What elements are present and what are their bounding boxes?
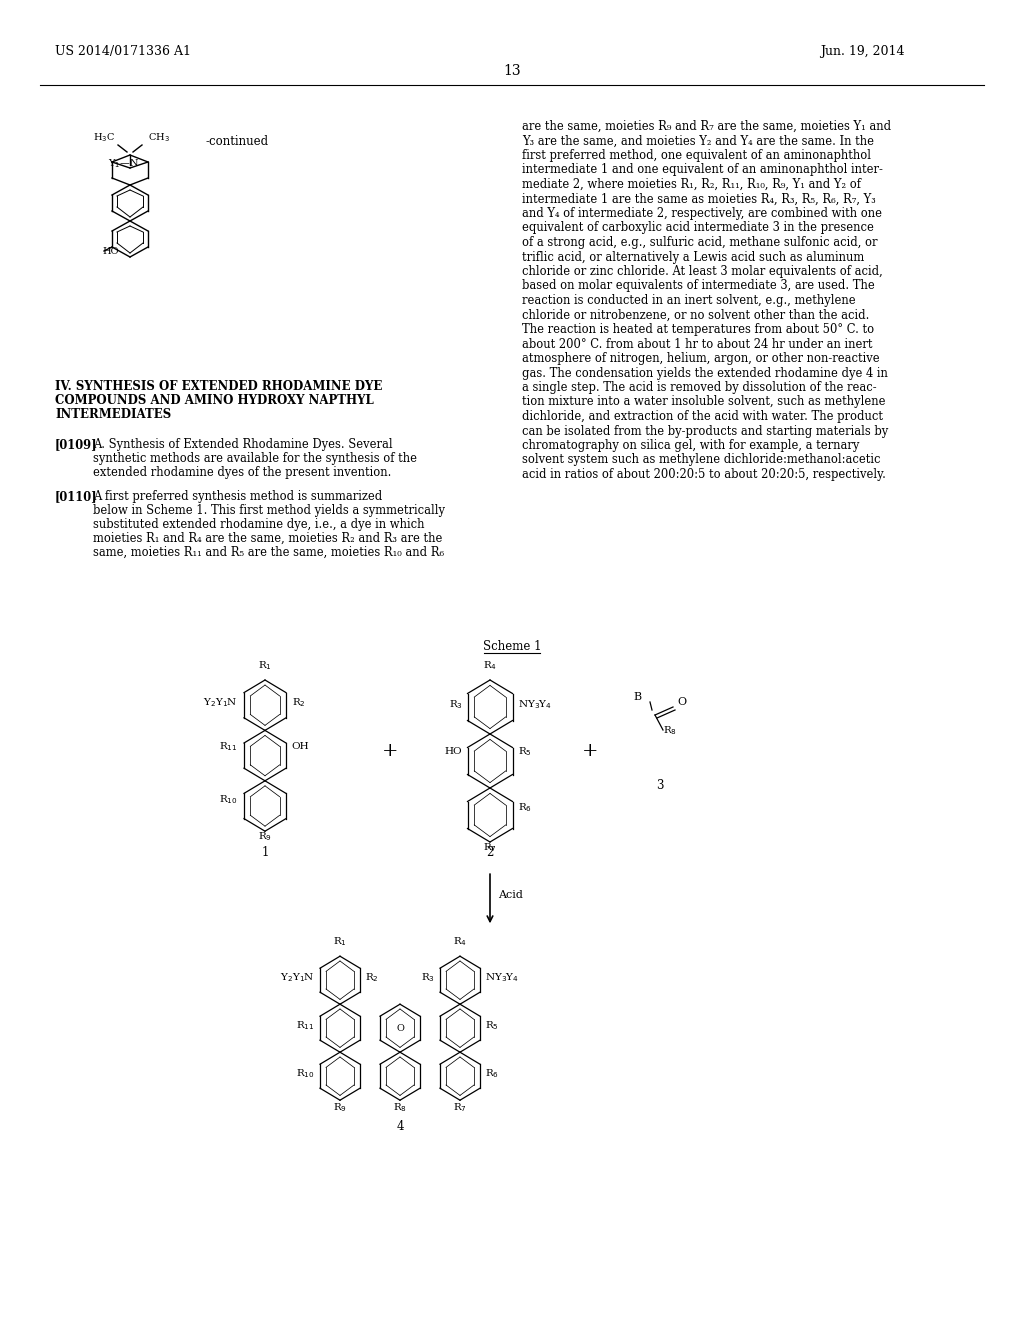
Text: R$_9$: R$_9$ — [258, 830, 272, 843]
Text: Scheme 1: Scheme 1 — [482, 640, 542, 653]
Text: chloride or zinc chloride. At least 3 molar equivalents of acid,: chloride or zinc chloride. At least 3 mo… — [522, 265, 883, 279]
Text: R$_1$: R$_1$ — [258, 659, 272, 672]
Text: tion mixture into a water insoluble solvent, such as methylene: tion mixture into a water insoluble solv… — [522, 396, 886, 408]
Text: COMPOUNDS AND AMINO HYDROXY NAPTHYL: COMPOUNDS AND AMINO HYDROXY NAPTHYL — [55, 393, 374, 407]
Text: can be isolated from the by-products and starting materials by: can be isolated from the by-products and… — [522, 425, 888, 437]
Text: extended rhodamine dyes of the present invention.: extended rhodamine dyes of the present i… — [93, 466, 391, 479]
Text: mediate 2, where moieties R₁, R₂, R₁₁, R₁₀, R₉, Y₁ and Y₂ of: mediate 2, where moieties R₁, R₂, R₁₁, R… — [522, 178, 861, 191]
Text: 13: 13 — [503, 63, 521, 78]
Text: moieties R₁ and R₄ are the same, moieties R₂ and R₃ are the: moieties R₁ and R₄ are the same, moietie… — [93, 532, 442, 545]
Text: are the same, moieties R₉ and R₇ are the same, moieties Y₁ and: are the same, moieties R₉ and R₇ are the… — [522, 120, 891, 133]
Text: CH$_3$: CH$_3$ — [148, 131, 170, 144]
Text: +: + — [582, 742, 598, 759]
Text: NY$_3$Y$_4$: NY$_3$Y$_4$ — [485, 972, 519, 983]
Text: O: O — [677, 697, 686, 708]
Text: R$_5$: R$_5$ — [485, 1019, 499, 1032]
Text: R$_7$: R$_7$ — [453, 1101, 467, 1114]
Text: Y$_2$Y$_1$N: Y$_2$Y$_1$N — [281, 972, 315, 983]
Text: IV. SYNTHESIS OF EXTENDED RHODAMINE DYE: IV. SYNTHESIS OF EXTENDED RHODAMINE DYE — [55, 380, 382, 393]
Text: R$_9$: R$_9$ — [333, 1101, 347, 1114]
Text: +: + — [382, 742, 398, 759]
Text: B: B — [634, 692, 642, 702]
Text: [0110]: [0110] — [55, 490, 97, 503]
Text: HO: HO — [444, 747, 463, 756]
Text: 3: 3 — [656, 779, 664, 792]
Text: R$_{10}$: R$_{10}$ — [219, 793, 238, 805]
Text: Jun. 19, 2014: Jun. 19, 2014 — [820, 45, 904, 58]
Text: R$_3$: R$_3$ — [449, 698, 463, 710]
Text: The reaction is heated at temperatures from about 50° C. to: The reaction is heated at temperatures f… — [522, 323, 874, 337]
Text: US 2014/0171336 A1: US 2014/0171336 A1 — [55, 45, 191, 58]
Text: intermediate 1 and one equivalent of an aminonaphthol inter-: intermediate 1 and one equivalent of an … — [522, 164, 883, 177]
Text: NY$_3$Y$_4$: NY$_3$Y$_4$ — [517, 698, 552, 710]
Text: R$_4$: R$_4$ — [453, 935, 467, 948]
Text: substituted extended rhodamine dye, i.e., a dye in which: substituted extended rhodamine dye, i.e.… — [93, 517, 425, 531]
Text: HO: HO — [102, 247, 119, 256]
Text: Y$_2$Y$_1$N: Y$_2$Y$_1$N — [204, 696, 238, 709]
Text: of a strong acid, e.g., sulfuric acid, methane sulfonic acid, or: of a strong acid, e.g., sulfuric acid, m… — [522, 236, 878, 249]
Text: R$_8$: R$_8$ — [663, 723, 677, 737]
Text: R$_3$: R$_3$ — [421, 972, 435, 983]
Text: chloride or nitrobenzene, or no solvent other than the acid.: chloride or nitrobenzene, or no solvent … — [522, 309, 869, 322]
Text: acid in ratios of about 200:20:5 to about 20:20:5, respectively.: acid in ratios of about 200:20:5 to abou… — [522, 469, 886, 480]
Text: dichloride, and extraction of the acid with water. The product: dichloride, and extraction of the acid w… — [522, 411, 883, 422]
Text: reaction is conducted in an inert solvent, e.g., methylene: reaction is conducted in an inert solven… — [522, 294, 856, 308]
Text: R$_{11}$: R$_{11}$ — [297, 1019, 315, 1032]
Text: triflic acid, or alternatively a Lewis acid such as aluminum: triflic acid, or alternatively a Lewis a… — [522, 251, 864, 264]
Text: [0109]: [0109] — [55, 438, 97, 451]
Text: synthetic methods are available for the synthesis of the: synthetic methods are available for the … — [93, 451, 417, 465]
Text: Y₃ are the same, and moieties Y₂ and Y₄ are the same. In the: Y₃ are the same, and moieties Y₂ and Y₄ … — [522, 135, 874, 148]
Text: R$_5$: R$_5$ — [517, 746, 531, 758]
Text: a single step. The acid is removed by dissolution of the reac-: a single step. The acid is removed by di… — [522, 381, 877, 393]
Text: R$_6$: R$_6$ — [485, 1067, 499, 1080]
Text: R$_{10}$: R$_{10}$ — [296, 1067, 315, 1080]
Text: INTERMEDIATES: INTERMEDIATES — [55, 408, 171, 421]
Text: H$_3$C: H$_3$C — [93, 131, 115, 144]
Text: 2: 2 — [486, 846, 494, 859]
Text: R$_1$: R$_1$ — [333, 935, 347, 948]
Text: R$_6$: R$_6$ — [517, 801, 531, 814]
Text: based on molar equivalents of intermediate 3, are used. The: based on molar equivalents of intermedia… — [522, 280, 874, 293]
Text: O: O — [396, 1024, 403, 1032]
Text: intermediate 1 are the same as moieties R₄, R₃, R₅, R₆, R₇, Y₃: intermediate 1 are the same as moieties … — [522, 193, 876, 206]
Text: 1: 1 — [261, 846, 268, 859]
Text: R$_{11}$: R$_{11}$ — [219, 741, 238, 754]
Text: atmosphere of nitrogen, helium, argon, or other non-reactive: atmosphere of nitrogen, helium, argon, o… — [522, 352, 880, 366]
Text: R$_7$: R$_7$ — [483, 841, 497, 854]
Text: equivalent of carboxylic acid intermediate 3 in the presence: equivalent of carboxylic acid intermedia… — [522, 222, 873, 235]
Text: first preferred method, one equivalent of an aminonaphthol: first preferred method, one equivalent o… — [522, 149, 871, 162]
Text: -continued: -continued — [205, 135, 268, 148]
Text: 4: 4 — [396, 1121, 403, 1133]
Text: OH: OH — [291, 742, 308, 751]
Text: R$_2$: R$_2$ — [292, 696, 306, 709]
Text: chromatography on silica gel, with for example, a ternary: chromatography on silica gel, with for e… — [522, 440, 859, 451]
Text: A first preferred synthesis method is summarized: A first preferred synthesis method is su… — [93, 490, 382, 503]
Text: Y$_1$—N: Y$_1$—N — [108, 157, 139, 170]
Text: R$_8$: R$_8$ — [393, 1101, 407, 1114]
Text: Acid: Acid — [498, 890, 523, 900]
Text: below in Scheme 1. This first method yields a symmetrically: below in Scheme 1. This first method yie… — [93, 504, 445, 517]
Text: gas. The condensation yields the extended rhodamine dye 4 in: gas. The condensation yields the extende… — [522, 367, 888, 380]
Text: and Y₄ of intermediate 2, respectively, are combined with one: and Y₄ of intermediate 2, respectively, … — [522, 207, 882, 220]
Text: R$_4$: R$_4$ — [483, 659, 497, 672]
Text: about 200° C. from about 1 hr to about 24 hr under an inert: about 200° C. from about 1 hr to about 2… — [522, 338, 872, 351]
Text: solvent system such as methylene dichloride:methanol:acetic: solvent system such as methylene dichlor… — [522, 454, 881, 466]
Text: same, moieties R₁₁ and R₅ are the same, moieties R₁₀ and R₆: same, moieties R₁₁ and R₅ are the same, … — [93, 546, 444, 558]
Text: A. Synthesis of Extended Rhodamine Dyes. Several: A. Synthesis of Extended Rhodamine Dyes.… — [93, 438, 392, 451]
Text: R$_2$: R$_2$ — [365, 972, 379, 983]
